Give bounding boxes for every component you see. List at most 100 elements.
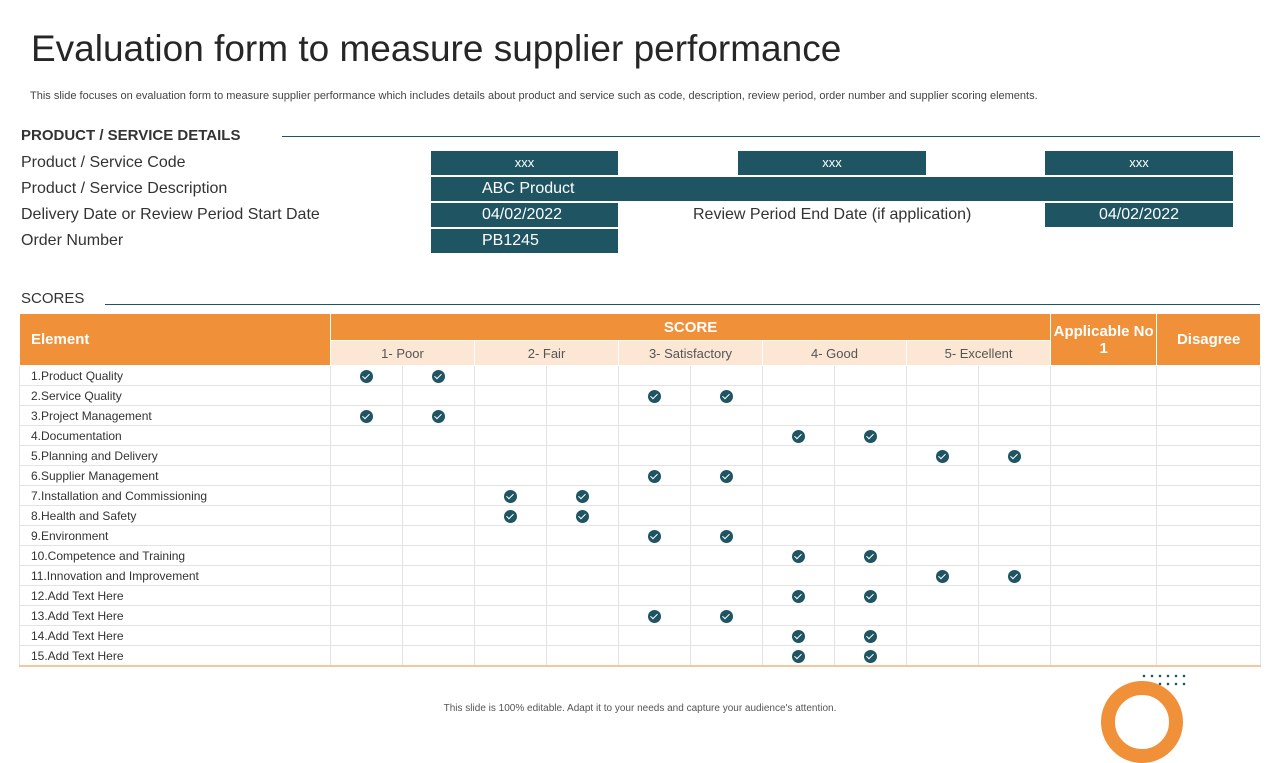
score-cell[interactable] <box>690 485 763 506</box>
applicable-cell[interactable] <box>1050 625 1158 646</box>
score-cell[interactable] <box>402 545 475 566</box>
score-cell[interactable] <box>402 625 475 646</box>
disagree-cell[interactable] <box>1156 405 1262 426</box>
score-cell[interactable] <box>977 625 1052 646</box>
score-cell[interactable] <box>977 465 1052 486</box>
score-cell[interactable] <box>546 365 619 386</box>
score-cell[interactable] <box>762 425 835 446</box>
score-cell[interactable] <box>762 545 835 566</box>
score-cell[interactable] <box>690 625 763 646</box>
applicable-cell[interactable] <box>1050 525 1158 546</box>
score-cell[interactable] <box>762 405 835 426</box>
score-cell[interactable] <box>474 385 547 406</box>
code-value-3[interactable]: xxx <box>1045 151 1233 175</box>
score-cell[interactable] <box>618 525 691 546</box>
score-cell[interactable] <box>546 525 619 546</box>
score-cell[interactable] <box>546 485 619 506</box>
score-cell[interactable] <box>618 425 691 446</box>
score-cell[interactable] <box>618 645 691 667</box>
score-cell[interactable] <box>618 545 691 566</box>
score-cell[interactable] <box>690 545 763 566</box>
score-cell[interactable] <box>474 545 547 566</box>
score-cell[interactable] <box>690 585 763 606</box>
score-cell[interactable] <box>977 405 1052 426</box>
applicable-cell[interactable] <box>1050 585 1158 606</box>
score-cell[interactable] <box>762 525 835 546</box>
score-cell[interactable] <box>977 505 1052 526</box>
score-cell[interactable] <box>402 565 475 586</box>
score-cell[interactable] <box>834 605 907 626</box>
score-cell[interactable] <box>546 385 619 406</box>
score-cell[interactable] <box>330 585 403 606</box>
score-cell[interactable] <box>762 645 835 667</box>
score-cell[interactable] <box>474 365 547 386</box>
score-cell[interactable] <box>690 645 763 667</box>
applicable-cell[interactable] <box>1050 605 1158 626</box>
score-cell[interactable] <box>546 405 619 426</box>
score-cell[interactable] <box>402 385 475 406</box>
score-cell[interactable] <box>330 445 403 466</box>
score-cell[interactable] <box>474 645 547 667</box>
score-cell[interactable] <box>690 365 763 386</box>
score-cell[interactable] <box>834 385 907 406</box>
score-cell[interactable] <box>834 465 907 486</box>
score-cell[interactable] <box>402 525 475 546</box>
score-cell[interactable] <box>690 505 763 526</box>
score-cell[interactable] <box>834 625 907 646</box>
score-cell[interactable] <box>762 365 835 386</box>
score-cell[interactable] <box>402 465 475 486</box>
score-cell[interactable] <box>618 465 691 486</box>
score-cell[interactable] <box>906 405 979 426</box>
score-cell[interactable] <box>690 605 763 626</box>
score-cell[interactable] <box>977 445 1052 466</box>
score-cell[interactable] <box>546 565 619 586</box>
score-cell[interactable] <box>834 525 907 546</box>
score-cell[interactable] <box>618 445 691 466</box>
score-cell[interactable] <box>474 425 547 446</box>
score-cell[interactable] <box>906 605 979 626</box>
score-cell[interactable] <box>834 565 907 586</box>
score-cell[interactable] <box>402 505 475 526</box>
score-cell[interactable] <box>474 405 547 426</box>
score-cell[interactable] <box>906 505 979 526</box>
score-cell[interactable] <box>834 425 907 446</box>
score-cell[interactable] <box>330 505 403 526</box>
score-cell[interactable] <box>834 485 907 506</box>
score-cell[interactable] <box>906 625 979 646</box>
score-cell[interactable] <box>402 645 475 667</box>
score-cell[interactable] <box>618 385 691 406</box>
score-cell[interactable] <box>330 625 403 646</box>
applicable-cell[interactable] <box>1050 565 1158 586</box>
score-cell[interactable] <box>618 565 691 586</box>
score-cell[interactable] <box>977 525 1052 546</box>
score-cell[interactable] <box>474 465 547 486</box>
score-cell[interactable] <box>906 425 979 446</box>
score-cell[interactable] <box>474 605 547 626</box>
score-cell[interactable] <box>618 605 691 626</box>
applicable-cell[interactable] <box>1050 425 1158 446</box>
score-cell[interactable] <box>330 405 403 426</box>
score-cell[interactable] <box>402 445 475 466</box>
end-date-value[interactable]: 04/02/2022 <box>1045 203 1233 227</box>
disagree-cell[interactable] <box>1156 645 1262 667</box>
score-cell[interactable] <box>330 605 403 626</box>
disagree-cell[interactable] <box>1156 365 1262 386</box>
score-cell[interactable] <box>402 425 475 446</box>
disagree-cell[interactable] <box>1156 585 1262 606</box>
score-cell[interactable] <box>906 445 979 466</box>
score-cell[interactable] <box>618 365 691 386</box>
score-cell[interactable] <box>474 525 547 546</box>
score-cell[interactable] <box>474 565 547 586</box>
score-cell[interactable] <box>906 385 979 406</box>
score-cell[interactable] <box>906 585 979 606</box>
score-cell[interactable] <box>906 645 979 667</box>
applicable-cell[interactable] <box>1050 485 1158 506</box>
score-cell[interactable] <box>690 465 763 486</box>
score-cell[interactable] <box>906 565 979 586</box>
score-cell[interactable] <box>906 545 979 566</box>
score-cell[interactable] <box>546 645 619 667</box>
score-cell[interactable] <box>330 425 403 446</box>
applicable-cell[interactable] <box>1050 505 1158 526</box>
score-cell[interactable] <box>906 465 979 486</box>
score-cell[interactable] <box>762 605 835 626</box>
